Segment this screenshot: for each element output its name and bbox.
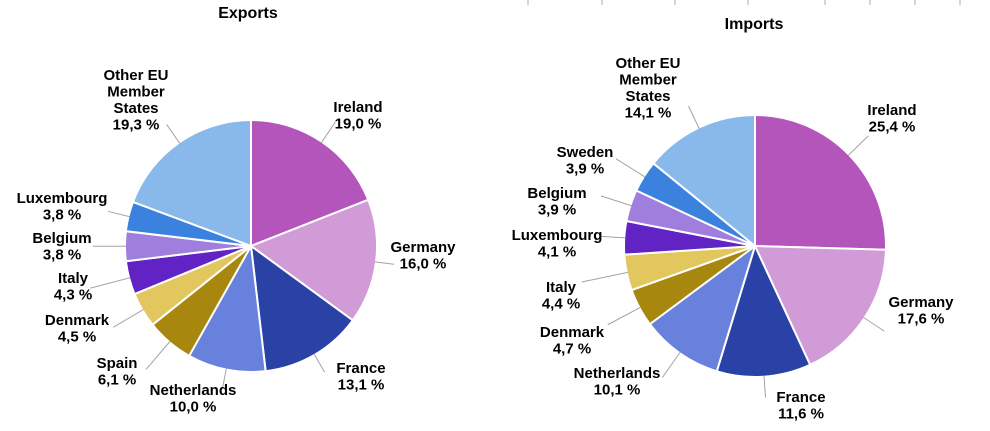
slice-label-exports-ireland-line1: 19,0 %	[335, 116, 382, 133]
slice-label-exports-luxembourg-line0: Luxembourg	[17, 190, 108, 207]
slice-label-imports-luxembourg-line1: 4,1 %	[538, 244, 576, 261]
leader-line-exports-ireland	[320, 121, 336, 143]
leader-line-imports-other-eu-member-states	[687, 105, 700, 129]
slice-label-imports-netherlands-line1: 10,1 %	[594, 382, 641, 399]
slice-label-imports-other-eu-member-states-line0: Other EU	[615, 55, 680, 72]
slice-label-exports-ireland-line0: Ireland	[333, 99, 382, 116]
slice-label-imports-belgium-line0: Belgium	[527, 185, 586, 202]
slice-label-exports-luxembourg-line1: 3,8 %	[43, 207, 81, 224]
slice-label-exports-france-line0: France	[336, 360, 385, 377]
slice-label-imports-luxembourg-line0: Luxembourg	[512, 227, 603, 244]
slice-label-imports-sweden-line1: 3,9 %	[566, 161, 604, 178]
leader-line-exports-spain	[145, 340, 171, 370]
leader-line-imports-belgium	[600, 195, 632, 207]
slice-label-imports-italy-line0: Italy	[546, 279, 577, 296]
slice-label-exports-netherlands-line0: Netherlands	[150, 382, 237, 399]
slice-label-imports-france-line1: 11,6 %	[778, 406, 824, 423]
leader-line-imports-sweden	[615, 158, 646, 178]
slice-label-exports-spain-line0: Spain	[97, 355, 138, 372]
slice-label-exports-denmark-line0: Denmark	[45, 312, 110, 329]
slice-label-exports-italy-line0: Italy	[58, 270, 89, 287]
slice-label-exports-netherlands-line1: 10,0 %	[170, 399, 217, 416]
slice-label-imports-ireland-line0: Ireland	[867, 102, 916, 119]
slice-label-exports-denmark-line1: 4,5 %	[58, 329, 96, 346]
leader-line-imports-germany	[863, 317, 885, 332]
slice-label-imports-denmark-line1: 4,7 %	[553, 341, 591, 358]
leader-line-exports-denmark	[112, 309, 144, 328]
slice-label-imports-germany-line0: Germany	[888, 294, 954, 311]
leader-line-exports-germany	[374, 261, 394, 265]
slice-label-exports-other-eu-member-states-line3: 19,3 %	[113, 117, 160, 134]
slice-label-exports-france-line1: 13,1 %	[338, 377, 385, 394]
slice-label-exports-other-eu-member-states-line1: Member	[107, 84, 165, 101]
slice-label-imports-sweden-line0: Sweden	[557, 144, 614, 161]
leader-line-imports-ireland	[847, 135, 869, 156]
slice-label-imports-belgium-line1: 3,9 %	[538, 202, 576, 219]
slice-label-imports-germany-line1: 17,6 %	[898, 311, 945, 328]
slice-label-exports-other-eu-member-states-line0: Other EU	[103, 67, 168, 84]
slice-label-exports-italy-line1: 4,3 %	[54, 287, 92, 304]
leader-line-imports-luxembourg	[599, 235, 626, 239]
slice-label-imports-other-eu-member-states-line3: 14,1 %	[625, 105, 672, 122]
leader-line-exports-other-eu-member-states	[166, 124, 181, 144]
pie-slice-imports-ireland	[754, 114, 887, 251]
leader-line-exports-france	[313, 353, 326, 373]
slice-label-imports-denmark-line0: Denmark	[540, 324, 605, 341]
leader-line-exports-netherlands	[221, 368, 227, 389]
slice-label-exports-belgium-line0: Belgium	[32, 230, 91, 247]
slice-label-imports-other-eu-member-states-line1: Member	[619, 72, 677, 89]
slice-label-exports-germany-line0: Germany	[390, 239, 456, 256]
slice-label-exports-spain-line1: 6,1 %	[98, 372, 136, 389]
slice-label-exports-other-eu-member-states-line2: States	[113, 100, 158, 117]
exports-chart-title: Exports	[218, 5, 278, 22]
leader-line-imports-italy	[581, 271, 628, 283]
slice-label-imports-italy-line1: 4,4 %	[542, 296, 580, 313]
slice-label-imports-other-eu-member-states-line2: States	[625, 88, 670, 105]
slice-label-imports-ireland-line1: 25,4 %	[869, 119, 916, 136]
leader-line-exports-italy	[90, 277, 131, 289]
leader-line-imports-france	[763, 375, 767, 398]
leader-line-exports-luxembourg	[108, 210, 130, 218]
slice-label-imports-netherlands-line0: Netherlands	[574, 365, 661, 382]
leader-line-imports-netherlands	[661, 351, 681, 378]
slice-label-exports-belgium-line1: 3,8 %	[43, 247, 81, 264]
leader-line-imports-denmark	[607, 306, 641, 326]
imports-chart-title: Imports	[724, 16, 784, 33]
slice-label-exports-germany-line1: 16,0 %	[400, 256, 447, 273]
slice-label-imports-france-line0: France	[776, 389, 825, 406]
